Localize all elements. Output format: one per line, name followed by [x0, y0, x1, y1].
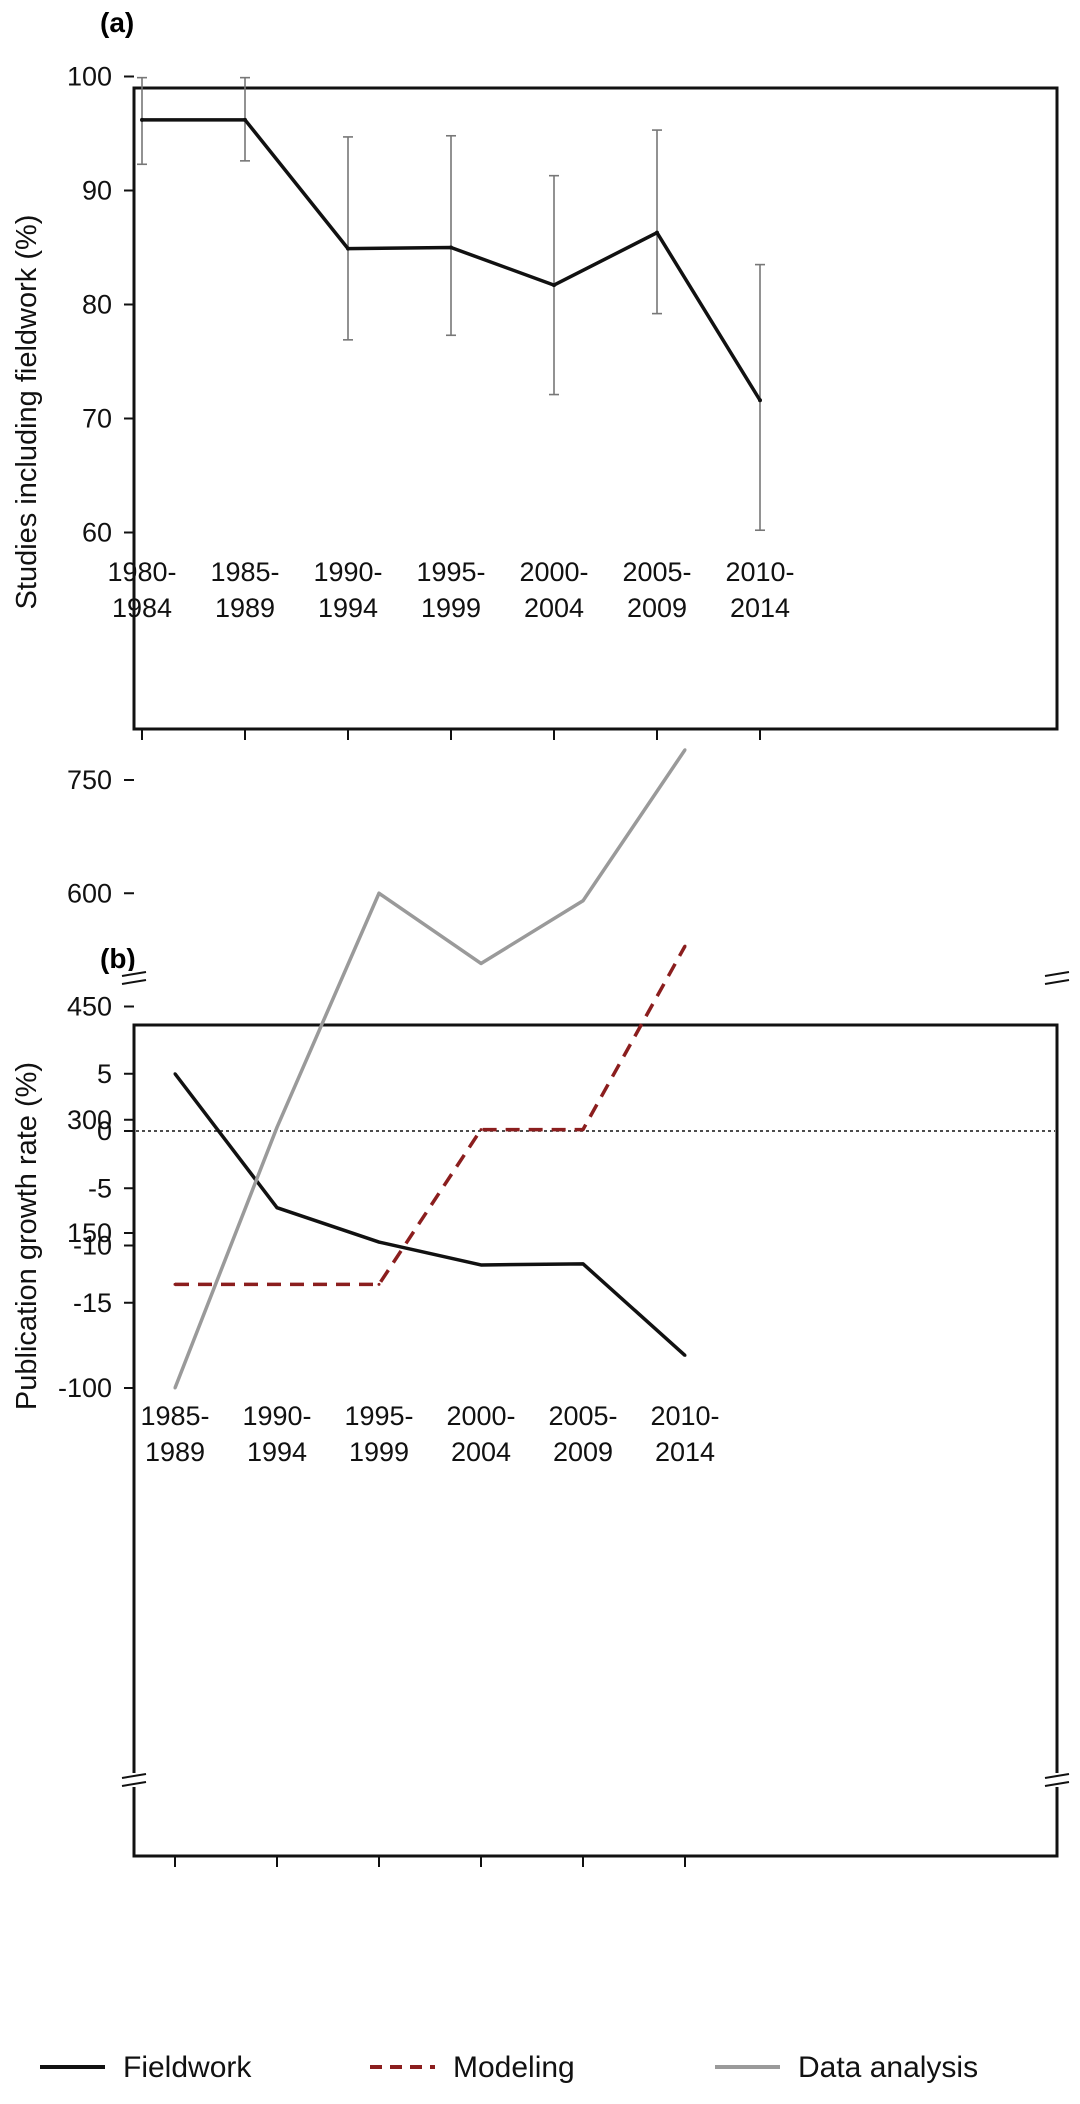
y-tick-label: 80	[82, 290, 112, 320]
data-point	[377, 1240, 381, 1244]
data-point	[581, 1262, 585, 1266]
panel-b-axis-breaks	[121, 971, 1070, 1787]
data-point	[683, 748, 687, 752]
series-line-data-analysis	[173, 748, 687, 1389]
axis-break-mark	[1044, 971, 1070, 977]
legend-label: Modeling	[453, 2051, 575, 2084]
legend-label: Fieldwork	[123, 2051, 252, 2084]
x-tick-label: 1995-1999	[344, 1401, 413, 1467]
axis-break-mark	[1044, 1773, 1070, 1779]
y-tick-label: 150	[67, 1218, 112, 1248]
data-point	[140, 117, 144, 122]
data-point	[655, 230, 659, 235]
data-point	[449, 245, 453, 250]
panel-a-label: (a)	[100, 7, 134, 38]
y-tick-label: 750	[67, 765, 112, 795]
axis-break-mark	[1044, 1781, 1070, 1787]
y-tick-label: -100	[58, 1373, 112, 1403]
panel-a-y-axis-title: Studies including fieldwork (%)	[11, 215, 43, 610]
data-point	[173, 1282, 177, 1286]
x-tick-label: 1990-1994	[313, 557, 382, 623]
x-tick-label: 1985-1989	[210, 557, 279, 623]
data-point	[275, 1125, 279, 1129]
data-point	[683, 944, 687, 948]
panel-b-y-ticks: 750 600 450 300 150 5 0 -5 -10 -15 -100	[58, 765, 134, 1403]
data-point	[479, 1128, 483, 1132]
y-tick-label: 70	[82, 404, 112, 434]
data-point	[243, 117, 247, 122]
data-point	[377, 891, 381, 895]
series-line-fieldwork	[173, 1072, 687, 1357]
panel-b-frame	[132, 1023, 1059, 1858]
axis-break-mark	[121, 971, 147, 977]
panel-a-series	[140, 117, 762, 403]
data-point	[479, 1263, 483, 1267]
y-tick-label: 600	[67, 878, 112, 908]
y-tick-label: -15	[73, 1288, 112, 1318]
y-tick-label: -10	[73, 1231, 112, 1261]
panel-a-x-ticks: 1980-1984 1985-1989 1990-1994 1995-1999 2000…	[107, 557, 795, 740]
x-tick-label: 2010-2014	[725, 557, 794, 623]
data-point	[346, 246, 350, 251]
y-tick-label: 0	[97, 1116, 112, 1146]
data-point	[758, 398, 762, 403]
x-tick-label: 2005-2009	[548, 1401, 617, 1467]
data-point	[275, 1206, 279, 1210]
axis-break-mark	[121, 979, 147, 985]
x-tick-label: 2010-2014	[650, 1401, 719, 1467]
axis-break-mark	[1044, 979, 1070, 985]
x-tick-label: 2005-2009	[622, 557, 691, 623]
panel-b-x-ticks: 1985-1989 1990-1994 1995-1999 2000-2004 2005…	[140, 1401, 720, 1867]
data-point	[377, 1282, 381, 1286]
x-tick-label: 1980-1984	[107, 557, 176, 623]
x-tick-label: 1990-1994	[242, 1401, 311, 1467]
x-tick-label: 1995-1999	[416, 557, 485, 623]
data-point	[173, 1072, 177, 1076]
y-tick-label: -5	[88, 1173, 112, 1203]
x-tick-label: 2000-2004	[446, 1401, 515, 1467]
y-tick-label: 90	[82, 176, 112, 206]
data-point	[552, 283, 556, 288]
y-tick-label: 450	[67, 992, 112, 1022]
y-tick-label: 300	[67, 1105, 112, 1135]
x-tick-label: 1985-1989	[140, 1401, 209, 1467]
legend-label: Data analysis	[798, 2051, 978, 2084]
axis-break-mark	[121, 1781, 147, 1787]
series-line-modeling	[175, 945, 687, 1287]
panel-a-y-ticks: 60 70 80 90 100	[67, 62, 134, 548]
panel-a-error-bars	[137, 76, 765, 532]
panel-b-label: (b)	[100, 943, 136, 974]
x-tick-label: 2000-2004	[519, 557, 588, 623]
data-point	[581, 899, 585, 903]
panel-a-frame	[132, 86, 1059, 731]
data-point	[275, 1282, 279, 1286]
y-tick-label: 100	[67, 62, 112, 92]
y-tick-label: 60	[82, 518, 112, 548]
panel-b-y-axis-title: Publication growth rate (%)	[11, 1062, 43, 1410]
data-point	[683, 1353, 687, 1357]
legend: Fieldwork Modeling Data analysis	[40, 2051, 978, 2084]
data-point	[479, 961, 483, 965]
data-point	[581, 1128, 585, 1132]
panel-b-series	[136, 748, 1055, 1390]
data-point	[173, 1386, 177, 1390]
axis-break-mark	[121, 1773, 147, 1779]
y-tick-label: 5	[97, 1059, 112, 1089]
